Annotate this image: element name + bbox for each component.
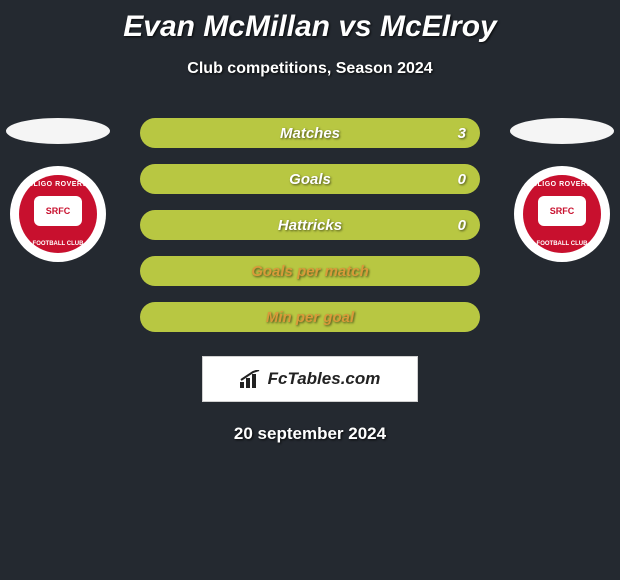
stat-bar: Hattricks 0 [140, 210, 480, 240]
badge-text-bot: FOOTBALL CLUB [33, 241, 84, 247]
stat-bar-value: 0 [458, 217, 466, 234]
stat-bar-label: Min per goal [266, 309, 354, 326]
stat-bar: Min per goal [140, 302, 480, 332]
badge-text-top: SLIGO ROVERS [28, 181, 87, 188]
right-team-badge: SLIGO ROVERS SRFC FOOTBALL CLUB [514, 166, 610, 262]
vs-label: vs [338, 10, 371, 43]
badge-text-top: SLIGO ROVERS [532, 181, 591, 188]
stat-bar: Matches 3 [140, 118, 480, 148]
comparison-content: SLIGO ROVERS SRFC FOOTBALL CLUB Matches 3… [0, 118, 620, 348]
fctables-watermark[interactable]: FcTables.com [202, 356, 418, 402]
chart-icon [240, 370, 262, 388]
stat-bar-value: 0 [458, 171, 466, 188]
badge-abbrev: SRFC [46, 206, 71, 216]
stat-bar-label: Goals per match [251, 263, 369, 280]
badge-abbrev: SRFC [550, 206, 575, 216]
badge-white-panel: SRFC [34, 196, 82, 226]
right-player-avatar-placeholder [510, 118, 614, 144]
stat-bar-label: Goals [289, 171, 331, 188]
fctables-label: FcTables.com [268, 369, 381, 389]
left-team-badge: SLIGO ROVERS SRFC FOOTBALL CLUB [10, 166, 106, 262]
badge-white-panel: SRFC [538, 196, 586, 226]
player-right-name: McElroy [380, 10, 497, 43]
left-player-avatar-placeholder [6, 118, 110, 144]
right-player-column: SLIGO ROVERS SRFC FOOTBALL CLUB [510, 118, 614, 262]
badge-inner: SLIGO ROVERS SRFC FOOTBALL CLUB [19, 175, 97, 253]
stat-bar-label: Hattricks [278, 217, 342, 234]
stat-bars: Matches 3 Goals 0 Hattricks 0 Goals per match M… [140, 118, 480, 348]
badge-text-bot: FOOTBALL CLUB [537, 241, 588, 247]
player-left-name: Evan McMillan [123, 10, 330, 43]
date-label: 20 september 2024 [0, 424, 620, 444]
left-player-column: SLIGO ROVERS SRFC FOOTBALL CLUB [6, 118, 110, 262]
stat-bar: Goals per match [140, 256, 480, 286]
comparison-title: Evan McMillan vs McElroy [0, 0, 620, 44]
stat-bar-value: 3 [458, 125, 466, 142]
subtitle: Club competitions, Season 2024 [0, 60, 620, 78]
stat-bar: Goals 0 [140, 164, 480, 194]
badge-inner: SLIGO ROVERS SRFC FOOTBALL CLUB [523, 175, 601, 253]
stat-bar-label: Matches [280, 125, 340, 142]
